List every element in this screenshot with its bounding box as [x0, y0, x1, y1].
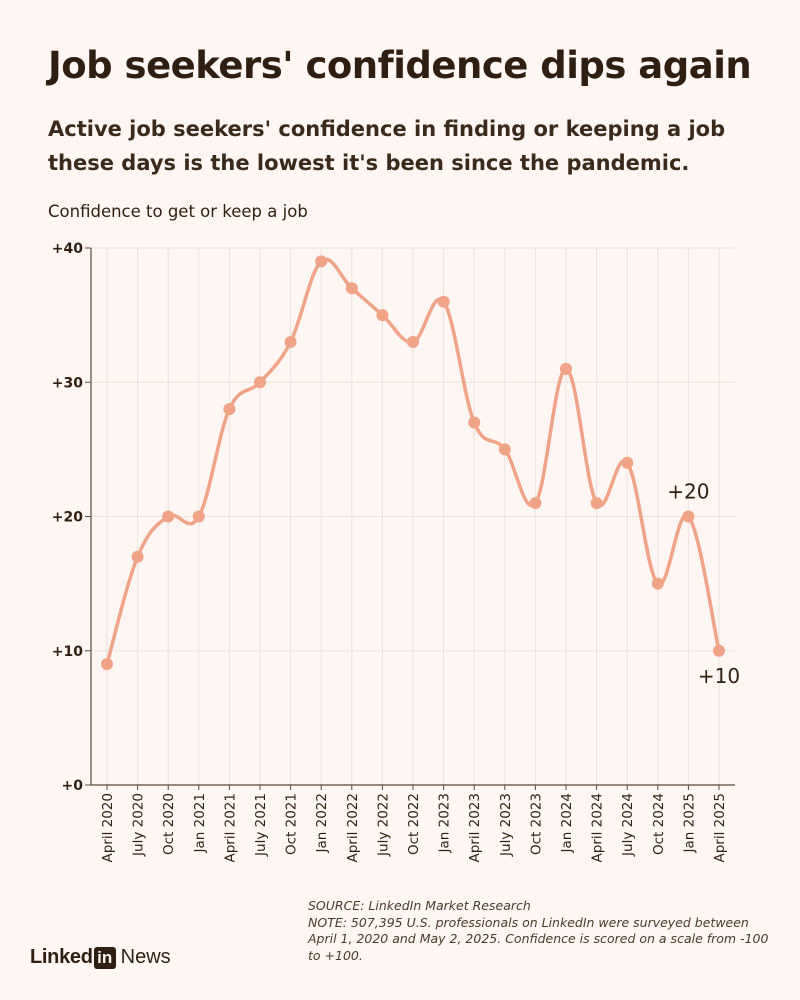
brand-wordmark: Linked [30, 946, 93, 968]
brand-news-label: News [120, 946, 171, 968]
method-note: NOTE: 507,395 U.S. professionals on Link… [308, 914, 769, 963]
data-point [590, 497, 603, 510]
y-tick-label: +20 [52, 510, 83, 526]
data-point [713, 644, 725, 657]
x-tick-label: April 2021 [222, 793, 238, 863]
data-point [131, 550, 144, 563]
data-point [315, 255, 328, 268]
x-tick-label: April 2023 [467, 793, 483, 863]
x-tick-label: April 2024 [590, 793, 606, 863]
y-tick-label: +10 [52, 644, 83, 660]
x-tick-label: Jan 2022 [314, 793, 330, 853]
x-tick-label: Oct 2024 [651, 793, 667, 855]
data-point [682, 510, 695, 523]
chart-title: Job seekers' confidence dips again [48, 44, 752, 87]
x-tick-label: Oct 2020 [161, 793, 177, 855]
x-tick-label: July 2024 [620, 793, 636, 857]
linkedin-in-icon: in [93, 946, 116, 969]
data-point [621, 456, 634, 469]
data-point [192, 510, 205, 523]
x-tick-label: April 2022 [345, 793, 361, 863]
data-point [101, 658, 113, 671]
x-tick-label: Jan 2023 [437, 793, 453, 853]
data-point [376, 309, 389, 322]
x-tick-label: April 2025 [712, 793, 728, 863]
x-tick-label: July 2020 [131, 793, 147, 857]
data-point [468, 416, 481, 429]
x-tick-label: April 2020 [100, 793, 116, 863]
x-tick-label: Jan 2021 [192, 793, 208, 853]
data-point [651, 577, 664, 590]
x-tick-label: July 2021 [253, 793, 269, 857]
y-axis-label: Confidence to get or keep a job [48, 202, 308, 221]
data-point [162, 510, 175, 523]
x-tick-label: Jan 2024 [559, 793, 575, 853]
data-point [560, 362, 572, 375]
x-tick-label: Jan 2025 [681, 793, 697, 853]
linkedin-news-logo: Linked in News [30, 946, 171, 969]
chart-subtitle: Active job seekers' confidence in findin… [48, 117, 726, 175]
data-point [254, 376, 266, 389]
data-point [498, 443, 511, 456]
data-point [223, 403, 236, 416]
y-tick-label: +30 [52, 375, 83, 391]
data-point [437, 295, 450, 308]
footnote: SOURCE: LinkedIn Market Research NOTE: 5… [308, 898, 778, 964]
data-label: +10 [698, 664, 740, 688]
x-tick-label: July 2022 [375, 793, 391, 857]
data-point [529, 497, 542, 510]
data-point [345, 282, 358, 295]
x-tick-label: Oct 2022 [406, 793, 422, 855]
source-note: SOURCE: LinkedIn Market Research [308, 898, 531, 913]
x-tick-label: Oct 2023 [528, 793, 544, 855]
data-point [407, 335, 419, 348]
x-tick-label: Oct 2021 [284, 793, 300, 855]
y-tick-label: +40 [52, 241, 83, 257]
data-label: +20 [667, 480, 709, 504]
y-tick-label: +0 [62, 778, 84, 794]
data-point [284, 335, 297, 348]
line-chart: +0 +10 +20 +30 +40 April 2020 July 2020 Oct 202… [52, 241, 740, 863]
x-tick-label: July 2023 [498, 793, 514, 857]
